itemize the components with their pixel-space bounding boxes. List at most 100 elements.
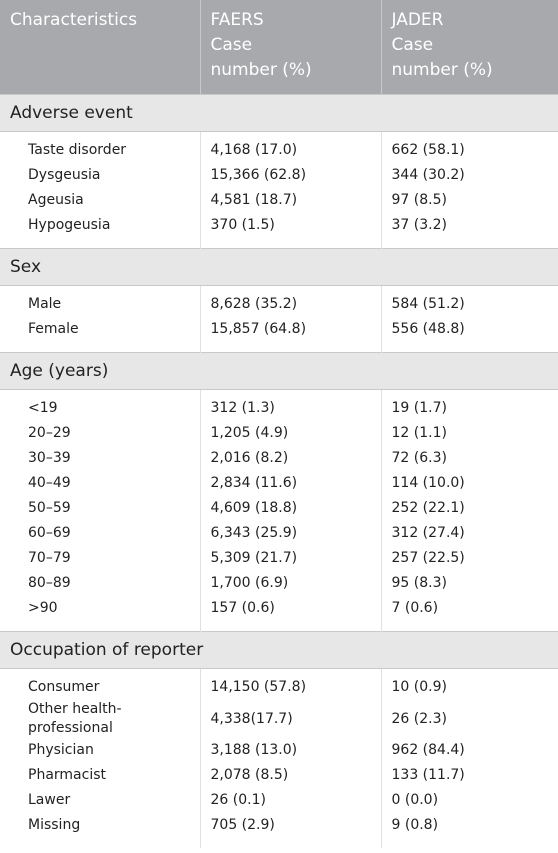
- cell: 705 (2.9): [200, 813, 382, 848]
- cell: 72 (6.3): [391, 450, 447, 466]
- cell: 15,366 (62.8): [200, 163, 382, 188]
- cell: 6,343 (25.9): [200, 521, 382, 546]
- data-row: Pharmacist 2,078 (8.5) 133 (11.7): [0, 763, 558, 788]
- cell: 584 (51.2): [391, 296, 465, 312]
- cell: 7 (0.6): [391, 600, 439, 616]
- cell: 114 (10.0): [391, 475, 465, 491]
- row-label: Hypogeusia: [0, 213, 201, 249]
- row-label: 40–49: [0, 471, 201, 496]
- data-row: Hypogeusia 370 (1.5) 37 (3.2): [0, 213, 558, 249]
- data-row: Male 8,628 (35.2) 584 (51.2): [0, 285, 558, 317]
- cell: 8,628 (35.2): [200, 285, 382, 317]
- cell: 12 (1.1): [391, 425, 447, 441]
- cell: 5,309 (21.7): [200, 546, 382, 571]
- cell: 14,150 (57.8): [200, 668, 382, 700]
- data-row: 80–89 1,700 (6.9) 95 (8.3): [0, 571, 558, 596]
- data-row: 70–79 5,309 (21.7) 257 (22.5): [0, 546, 558, 571]
- data-row: Taste disorder 4,168 (17.0) 662 (58.1): [0, 131, 558, 163]
- row-label: 50–59: [0, 496, 201, 521]
- row-label: 70–79: [0, 546, 201, 571]
- data-row: Lawer 26 (0.1) 0 (0.0): [0, 788, 558, 813]
- cell: 662 (58.1): [391, 142, 465, 158]
- section-title: Occupation of reporter: [0, 631, 558, 669]
- row-label: Missing: [0, 813, 201, 848]
- data-row: 30–39 2,016 (8.2) 72 (6.3): [0, 446, 558, 471]
- row-label: 30–39: [0, 446, 201, 471]
- cell: 4,168 (17.0): [200, 131, 382, 163]
- section-title: Adverse event: [0, 94, 558, 132]
- cell: 257 (22.5): [391, 550, 465, 566]
- row-label: Taste disorder: [0, 131, 201, 163]
- data-row: >90 157 (0.6) 7 (0.6): [0, 596, 558, 632]
- cell: 19 (1.7): [391, 400, 447, 416]
- cell: 344 (30.2): [391, 167, 465, 183]
- row-label: <19: [0, 389, 201, 421]
- section-row: Age (years): [0, 352, 558, 390]
- cell: 95 (8.3): [391, 575, 447, 591]
- cell: 0 (0.0): [391, 792, 439, 808]
- cell: 97 (8.5): [391, 192, 447, 208]
- cell: 26 (0.1): [200, 788, 382, 813]
- row-label: Consumer: [0, 668, 201, 700]
- data-row: 60–69 6,343 (25.9) 312 (27.4): [0, 521, 558, 546]
- row-label: Dysgeusia: [0, 163, 201, 188]
- row-label: Other health- professional: [0, 700, 201, 738]
- section-row: Adverse event: [0, 94, 558, 132]
- cell: 556 (48.8): [391, 321, 465, 337]
- cell: 312 (1.3): [200, 389, 382, 421]
- row-label: Male: [0, 285, 201, 317]
- header-row: Characteristics FAERS Case number (%) JADE…: [0, 0, 558, 95]
- section-row: Occupation of reporter: [0, 631, 558, 669]
- cell: 133 (11.7): [391, 767, 465, 783]
- data-row: Consumer 14,150 (57.8) 10 (0.9): [0, 668, 558, 700]
- cell: 2,834 (11.6): [200, 471, 382, 496]
- row-label: Ageusia: [0, 188, 201, 213]
- cell: 2,078 (8.5): [200, 763, 382, 788]
- cell: 962 (84.4): [391, 742, 465, 758]
- cell: 2,016 (8.2): [200, 446, 382, 471]
- cell: 9 (0.8): [391, 817, 439, 833]
- data-row: Other health- professional 4,338(17.7) 26 …: [0, 700, 558, 738]
- section-title: Age (years): [0, 352, 558, 390]
- data-row: Missing 705 (2.9) 9 (0.8): [0, 813, 558, 848]
- cell: 1,205 (4.9): [200, 421, 382, 446]
- cell: 4,338(17.7): [200, 700, 382, 738]
- data-row: Female 15,857 (64.8) 556 (48.8): [0, 317, 558, 353]
- table-body: Adverse event Taste disorder 4,168 (17.0) 6…: [0, 94, 558, 848]
- cell: 10 (0.9): [391, 679, 447, 695]
- section-row: Sex: [0, 248, 558, 286]
- data-row: Ageusia 4,581 (18.7) 97 (8.5): [0, 188, 558, 213]
- data-row: Dysgeusia 15,366 (62.8) 344 (30.2): [0, 163, 558, 188]
- cell: 312 (27.4): [391, 525, 465, 541]
- data-row: Physician 3,188 (13.0) 962 (84.4): [0, 738, 558, 763]
- cell: 3,188 (13.0): [200, 738, 382, 763]
- section-title: Sex: [0, 248, 558, 286]
- data-row: 40–49 2,834 (11.6) 114 (10.0): [0, 471, 558, 496]
- column-header: JADER Case number (%): [381, 0, 558, 95]
- row-label: Physician: [0, 738, 201, 763]
- row-label: Pharmacist: [0, 763, 201, 788]
- data-row: 50–59 4,609 (18.8) 252 (22.1): [0, 496, 558, 521]
- row-label: Female: [0, 317, 201, 353]
- data-row: <19 312 (1.3) 19 (1.7): [0, 389, 558, 421]
- data-row: 20–29 1,205 (4.9) 12 (1.1): [0, 421, 558, 446]
- row-label: Lawer: [0, 788, 201, 813]
- cell: 252 (22.1): [391, 500, 465, 516]
- cell: 26 (2.3): [391, 710, 447, 727]
- cell: 4,581 (18.7): [200, 188, 382, 213]
- column-header: FAERS Case number (%): [200, 0, 382, 95]
- cell: 37 (3.2): [391, 217, 447, 233]
- table-header: Characteristics FAERS Case number (%) JADE…: [0, 0, 558, 95]
- cell: 370 (1.5): [200, 213, 382, 249]
- cell: 1,700 (6.9): [200, 571, 382, 596]
- row-label: 20–29: [0, 421, 201, 446]
- row-label: 60–69: [0, 521, 201, 546]
- column-header: Characteristics: [0, 0, 201, 95]
- row-label: 80–89: [0, 571, 201, 596]
- cell: 4,609 (18.8): [200, 496, 382, 521]
- cell: 157 (0.6): [200, 596, 382, 632]
- row-label: >90: [0, 596, 201, 632]
- cell: 15,857 (64.8): [200, 317, 382, 353]
